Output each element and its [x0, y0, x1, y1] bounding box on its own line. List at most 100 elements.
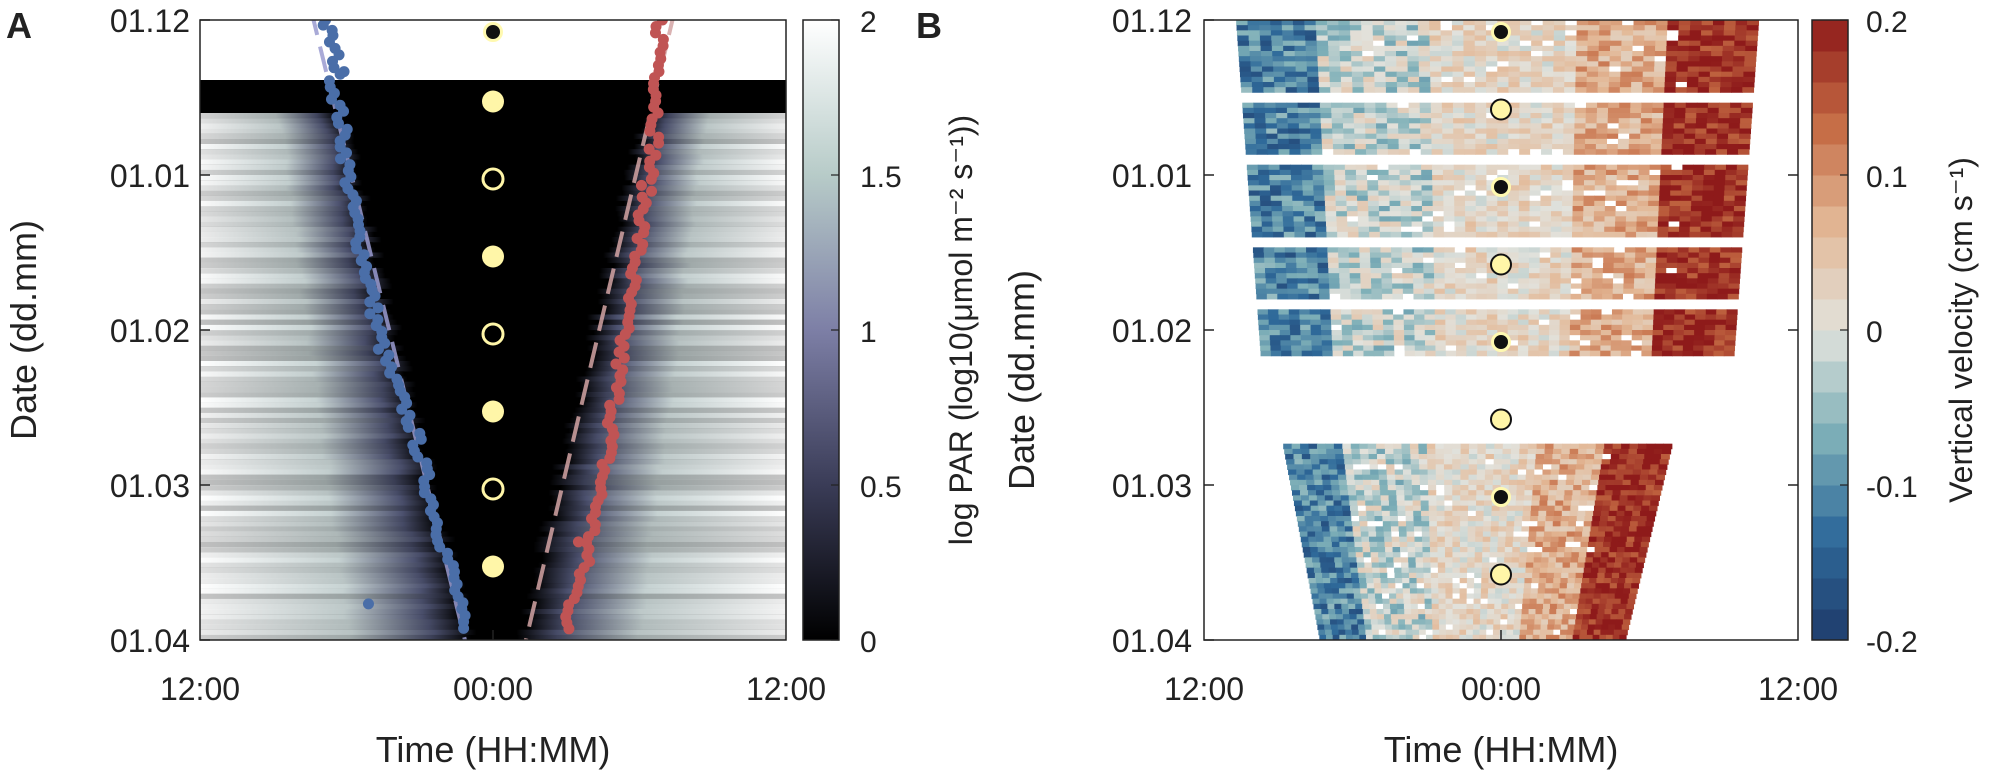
velocity-cell: [1499, 624, 1508, 631]
velocity-cell: [1722, 51, 1735, 57]
par-strip-left: [200, 350, 398, 356]
velocity-cell: [1580, 629, 1588, 636]
velocity-cell: [1586, 82, 1599, 88]
velocity-cell: [1643, 61, 1655, 67]
velocity-cell: [1534, 614, 1543, 620]
velocity-cell: [1695, 118, 1708, 124]
velocity-cell: [1285, 76, 1297, 83]
dawn-point: [649, 27, 661, 39]
velocity-cell: [1519, 123, 1531, 129]
velocity-cell: [1305, 45, 1318, 52]
velocity-cell: [1672, 149, 1684, 155]
par-strip-right: [636, 159, 786, 165]
velocity-cell: [1427, 469, 1437, 476]
velocity-cell: [1288, 133, 1301, 140]
velocity-cell: [1340, 495, 1350, 501]
velocity-cell: [1493, 464, 1503, 470]
velocity-cell: [1282, 216, 1295, 222]
velocity-cell: [1665, 61, 1678, 67]
velocity-cell: [1345, 190, 1358, 197]
par-strip-right: [622, 221, 786, 227]
velocity-cell: [1497, 138, 1509, 145]
velocity-cell: [1612, 531, 1621, 538]
velocity-cell: [1437, 536, 1446, 543]
velocity-cell: [1419, 469, 1429, 476]
velocity-cell: [1310, 133, 1323, 140]
velocity-cell: [1264, 257, 1276, 264]
velocity-cell: [1614, 624, 1623, 631]
velocity-cell: [1714, 180, 1726, 186]
velocity-cell: [1374, 510, 1383, 517]
velocity-cell: [1342, 609, 1350, 615]
velocity-cell: [1485, 464, 1495, 470]
velocity-cell: [1595, 149, 1608, 155]
velocity-cell: [1409, 588, 1418, 594]
velocity-cell: [1413, 510, 1422, 517]
velocity-cell: [1565, 20, 1578, 26]
velocity-cell: [1634, 273, 1646, 279]
velocity-cell: [1269, 324, 1280, 331]
velocity-cell: [1259, 35, 1272, 42]
velocity-cell: [1319, 634, 1327, 640]
velocity-cell: [1424, 309, 1436, 315]
velocity-cell: [1353, 113, 1366, 119]
velocity-cell: [1742, 87, 1755, 93]
velocity-cell: [1655, 273, 1667, 279]
velocity-cell: [1396, 71, 1409, 78]
velocity-cell: [1376, 123, 1388, 129]
velocity-cell: [1564, 490, 1574, 496]
velocity-cell: [1308, 102, 1321, 109]
velocity-cell: [1435, 324, 1447, 331]
velocity-cell: [1419, 87, 1432, 93]
velocity-cell: [1676, 61, 1689, 67]
velocity-cell: [1719, 262, 1731, 269]
velocity-cell: [1324, 541, 1333, 548]
velocity-cell: [1537, 588, 1546, 594]
velocity-cell: [1300, 495, 1310, 501]
velocity-cell: [1378, 624, 1386, 631]
velocity-cell: [1486, 71, 1498, 78]
velocity-cell: [1326, 231, 1338, 238]
velocity-cell: [1585, 634, 1594, 640]
velocity-cell: [1435, 335, 1447, 341]
velocity-cell: [1608, 87, 1621, 93]
velocity-cell: [1390, 226, 1402, 233]
velocity-cell: [1607, 123, 1620, 129]
velocity-cell: [1467, 536, 1476, 543]
velocity-cell: [1541, 76, 1554, 83]
par-strip-right: [542, 557, 786, 563]
velocity-cell: [1391, 536, 1400, 543]
velocity-cell: [1605, 634, 1614, 640]
velocity-cell: [1328, 61, 1341, 67]
par-strip-right: [538, 562, 786, 568]
velocity-cell: [1606, 164, 1618, 171]
velocity-cell: [1334, 185, 1347, 191]
velocity-cell: [1739, 128, 1752, 135]
velocity-cell: [1641, 536, 1651, 543]
dawn-point: [646, 185, 658, 197]
velocity-cell: [1440, 20, 1453, 26]
velocity-cell: [1481, 567, 1490, 574]
velocity-cell: [1664, 293, 1676, 300]
velocity-cell: [1325, 216, 1338, 222]
velocity-cell: [1537, 593, 1545, 600]
panel-b-heatmap: [1204, 20, 1798, 640]
velocity-cell: [1319, 459, 1329, 465]
velocity-cell: [1598, 66, 1610, 73]
velocity-cell: [1275, 268, 1287, 274]
velocity-cell: [1594, 206, 1606, 212]
velocity-cell: [1510, 448, 1520, 455]
velocity-cell: [1650, 138, 1663, 145]
velocity-cell: [1554, 619, 1563, 625]
velocity-cell: [1375, 107, 1388, 114]
velocity-cell: [1582, 572, 1591, 579]
velocity-cell: [1559, 309, 1571, 315]
velocity-cell: [1289, 474, 1298, 481]
velocity-cell: [1530, 123, 1542, 129]
velocity-cell: [1517, 340, 1529, 346]
velocity-cell: [1519, 629, 1528, 636]
par-strip-left: [200, 562, 459, 568]
velocity-cell: [1567, 578, 1576, 584]
velocity-cell: [1475, 118, 1487, 124]
velocity-cell: [1625, 464, 1635, 470]
